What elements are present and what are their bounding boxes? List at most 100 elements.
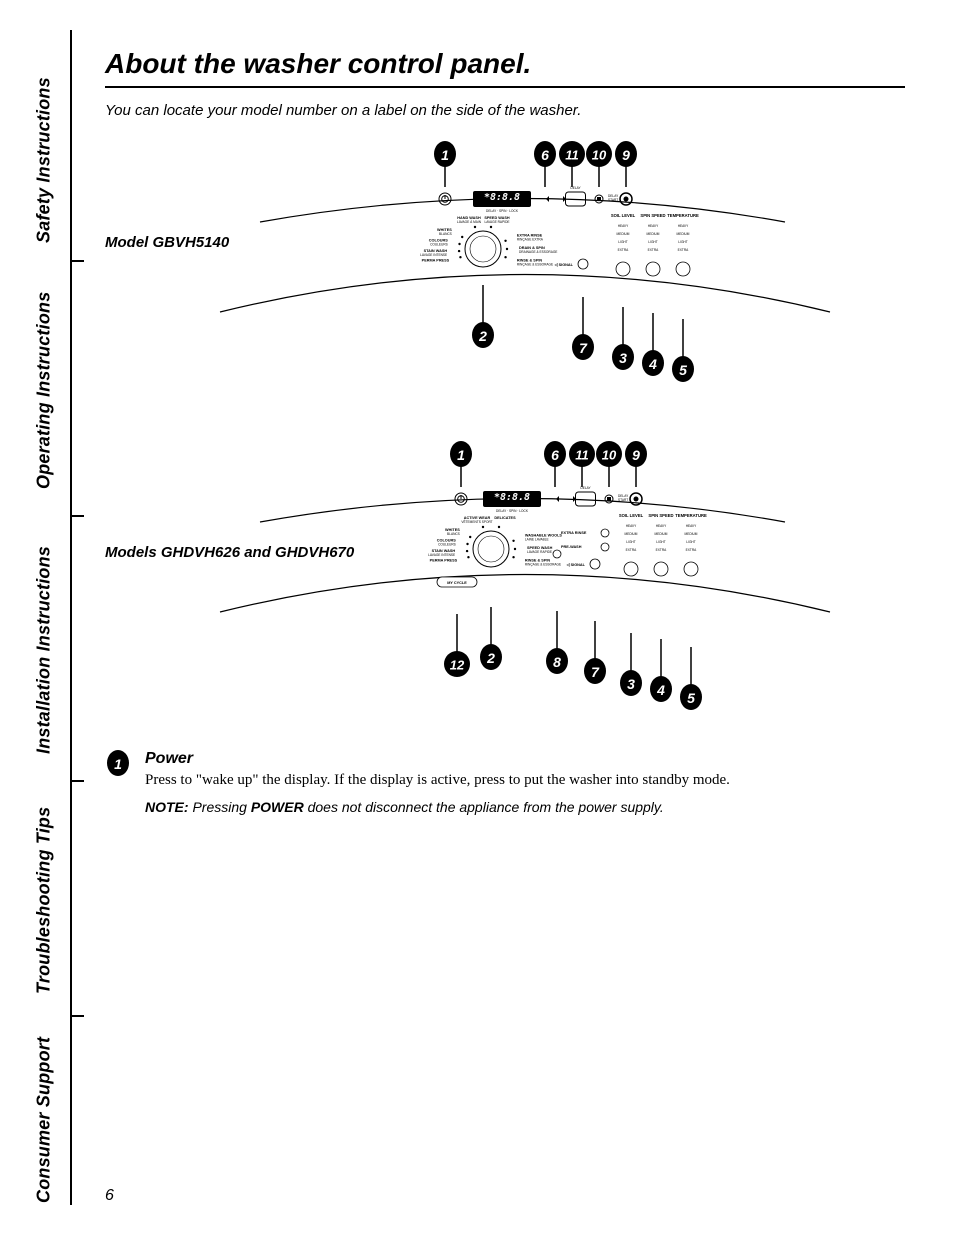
svg-text:DELAY · SPIN · LOCK: DELAY · SPIN · LOCK	[496, 509, 529, 513]
model-block: Model GBVH5140 *8:8.8 DELAY · SPIN · LOC…	[105, 139, 905, 399]
svg-text:3: 3	[619, 350, 627, 366]
svg-text:PERMA PRESS: PERMA PRESS	[422, 258, 450, 262]
note-bold: POWER	[251, 799, 304, 815]
svg-text:2: 2	[486, 650, 495, 666]
svg-text:MEDIUM: MEDIUM	[647, 232, 660, 236]
svg-text:VÊTEMENTS SPORT: VÊTEMENTS SPORT	[461, 519, 492, 524]
svg-text:LIGHT: LIGHT	[656, 540, 665, 544]
svg-text:LAVAGE INTENSE: LAVAGE INTENSE	[420, 253, 447, 257]
my-cycle-button: MY CYCLE	[437, 577, 477, 587]
sidebar-divider	[70, 1015, 84, 1017]
note-mid: Pressing	[189, 799, 251, 815]
feature-callout-icon: 1	[105, 750, 131, 781]
control-panel-diagram: *8:8.8 DELAY · SPIN · LOCK DELAY DELAY S…	[105, 439, 885, 719]
control-panel-diagram: *8:8.8 DELAY · SPIN · LOCK DELAY DELAY S…	[105, 139, 885, 399]
callout-1: 1	[434, 141, 456, 187]
svg-text:9: 9	[622, 147, 630, 163]
callout-6: 6	[544, 441, 566, 487]
svg-text:LAVAGE À MAIN: LAVAGE À MAIN	[457, 220, 482, 224]
svg-text:MEDIUM: MEDIUM	[617, 232, 630, 236]
svg-text:TEMPERATURE: TEMPERATURE	[675, 513, 707, 518]
svg-text:*8:8.8: *8:8.8	[494, 492, 530, 503]
sidebar-tabs: Safety InstructionsOperating Instruction…	[20, 30, 70, 1180]
svg-text:*8:8.8: *8:8.8	[484, 192, 520, 203]
svg-text:TEMPERATURE: TEMPERATURE	[667, 213, 699, 218]
svg-text:START: START	[618, 498, 628, 502]
svg-text:12: 12	[450, 658, 465, 673]
feature-text: Press to "wake up" the display. If the d…	[145, 772, 905, 789]
svg-text:BLANCS: BLANCS	[439, 232, 452, 236]
svg-text:RINÇAGE & ESSORAGE: RINÇAGE & ESSORAGE	[517, 262, 553, 266]
svg-text:LIGHT: LIGHT	[618, 240, 627, 244]
models-container: Model GBVH5140 *8:8.8 DELAY · SPIN · LOC…	[105, 139, 905, 719]
svg-text:1: 1	[457, 447, 465, 463]
power-button-icon	[439, 193, 451, 205]
sidebar-tab: Consumer Support	[20, 1030, 68, 1210]
svg-text:RINÇAGE & ESSORAGE: RINÇAGE & ESSORAGE	[525, 562, 561, 566]
svg-text:LAVAGE RAPIDE: LAVAGE RAPIDE	[527, 550, 552, 554]
signal-control: ◁ SIGNAL	[554, 259, 588, 269]
svg-text:LAVAGE RAPIDE: LAVAGE RAPIDE	[484, 220, 509, 224]
svg-text:LAVAGE INTENSE: LAVAGE INTENSE	[428, 553, 455, 557]
callout-5: 5	[680, 647, 702, 710]
svg-text:LIGHT: LIGHT	[626, 540, 635, 544]
svg-text:SOIL LEVEL: SOIL LEVEL	[611, 213, 636, 218]
callout-9: 9	[625, 441, 647, 487]
svg-text:SPIN SPEED: SPIN SPEED	[640, 213, 665, 218]
svg-text:BLANCS: BLANCS	[447, 532, 460, 536]
power-button-icon	[455, 493, 467, 505]
page-subtitle: You can locate your model number on a la…	[105, 102, 905, 119]
svg-text:COULEURS: COULEURS	[438, 543, 456, 547]
feature-note: NOTE: Pressing POWER does not disconnect…	[145, 799, 905, 815]
sidebar-tab: Safety Instructions	[20, 70, 68, 250]
model-label: Model GBVH5140	[105, 234, 229, 251]
feature-number: 1	[114, 756, 122, 772]
svg-text:9: 9	[632, 447, 640, 463]
svg-text:HEAVY: HEAVY	[656, 524, 667, 528]
sidebar-tab: Troubleshooting Tips	[20, 795, 68, 1005]
svg-text:2: 2	[478, 328, 487, 344]
svg-text:7: 7	[591, 664, 600, 680]
svg-text:START: START	[608, 198, 618, 202]
svg-text:4: 4	[656, 682, 665, 698]
callout-12: 12	[444, 614, 470, 677]
callout-2: 2	[472, 285, 494, 348]
svg-text:11: 11	[575, 448, 589, 463]
callout-8: 8	[546, 611, 568, 674]
svg-text:MEDIUM: MEDIUM	[625, 532, 638, 536]
callout-5: 5	[672, 319, 694, 382]
page-number: 6	[105, 1187, 114, 1205]
svg-text:DELICATES: DELICATES	[494, 516, 516, 520]
svg-text:DRAINAGE & ESSORAGE: DRAINAGE & ESSORAGE	[519, 250, 557, 254]
svg-text:6: 6	[541, 147, 549, 163]
lcd-display: *8:8.8 DELAY · SPIN · LOCK	[473, 191, 531, 213]
svg-text:LIGHT: LIGHT	[686, 540, 695, 544]
svg-text:5: 5	[679, 362, 687, 378]
svg-text:MEDIUM: MEDIUM	[677, 232, 690, 236]
svg-text:HEAVY: HEAVY	[648, 224, 659, 228]
callout-3: 3	[612, 307, 634, 370]
callout-11: 11	[559, 141, 585, 187]
svg-text:PRE-WASH: PRE-WASH	[561, 545, 582, 549]
svg-text:◁ SIGNAL: ◁ SIGNAL	[566, 563, 586, 567]
svg-text:1: 1	[441, 147, 449, 163]
svg-text:SOIL LEVEL: SOIL LEVEL	[619, 513, 644, 518]
callout-11: 11	[569, 441, 595, 487]
sidebar-tab: Installation Instructions	[20, 530, 68, 770]
svg-text:EXTRA: EXTRA	[618, 248, 630, 252]
svg-text:HEAVY: HEAVY	[618, 224, 629, 228]
svg-text:10: 10	[592, 148, 607, 163]
svg-text:LIGHT: LIGHT	[648, 240, 657, 244]
callout-6: 6	[534, 141, 556, 187]
svg-text:COULEURS: COULEURS	[430, 243, 448, 247]
note-suffix: does not disconnect the appliance from t…	[304, 799, 664, 815]
svg-text:LAINE LAVABLE: LAINE LAVABLE	[525, 538, 549, 542]
callout-1: 1	[450, 441, 472, 487]
svg-text:7: 7	[579, 340, 588, 356]
feature-title: Power	[145, 750, 905, 768]
callout-9: 9	[615, 141, 637, 187]
lcd-display: *8:8.8 DELAY · SPIN · LOCK	[483, 491, 541, 513]
signal-control: ◁ SIGNAL	[566, 559, 600, 569]
svg-text:MY CYCLE: MY CYCLE	[447, 581, 467, 585]
svg-text:MEDIUM: MEDIUM	[685, 532, 698, 536]
